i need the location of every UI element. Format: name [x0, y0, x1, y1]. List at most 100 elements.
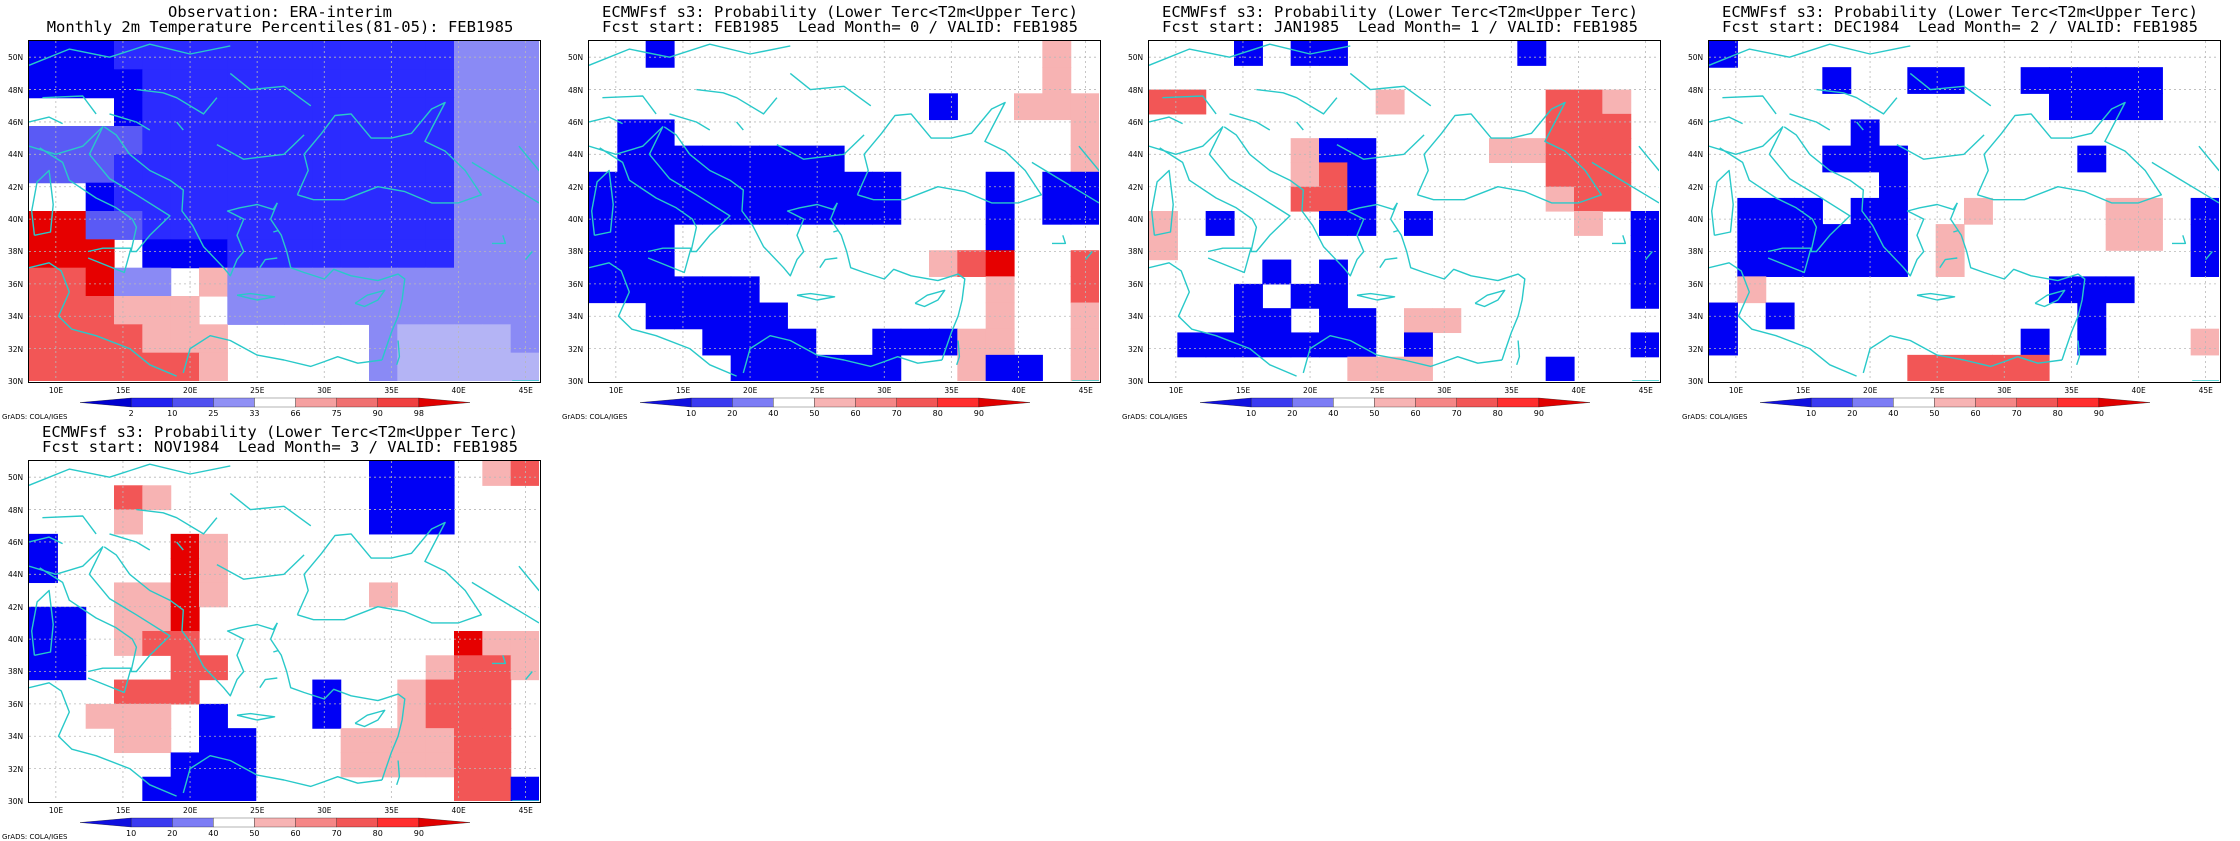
shaded-cell [482, 776, 512, 801]
colorbar-tick-label: 90 [2093, 409, 2104, 418]
shaded-cell [425, 267, 455, 297]
colorbar-segment [690, 397, 733, 408]
shaded-cell [284, 182, 313, 212]
shaded-cell [1070, 197, 1099, 225]
longitude-label: 10E [48, 806, 64, 815]
shaded-cell [2077, 302, 2107, 330]
colorbar-tick-label: 50 [1369, 409, 1380, 418]
coastline [1031, 161, 1099, 204]
longitude-label: 45E [1638, 386, 1653, 395]
shaded-cell [29, 324, 58, 354]
shaded-cell [142, 239, 172, 269]
shaded-cell [985, 276, 1015, 304]
coastline [42, 95, 97, 115]
colorbar-segment [1333, 397, 1375, 408]
shaded-cell [985, 328, 1015, 356]
shaded-cell [227, 41, 257, 70]
shaded-cell [114, 631, 143, 656]
shaded-cell [510, 182, 539, 212]
latitude-label: 42N [568, 182, 584, 192]
shaded-cell [454, 41, 483, 70]
shaded-cell [645, 197, 675, 225]
coastline [1229, 113, 1271, 131]
colorbar [80, 817, 470, 828]
shaded-cell [397, 126, 427, 155]
longitude-label: 45E [518, 806, 533, 815]
coastline [109, 533, 151, 551]
shaded-cell [510, 267, 539, 297]
grads-credit: GrADS: COLA/IGES [1682, 413, 1748, 421]
coastline [796, 292, 836, 301]
shaded-cell [454, 324, 483, 354]
shaded-cell [199, 267, 228, 297]
latitude-label: 32N [1128, 344, 1144, 354]
panel-title-line2: Fcst start: JAN1985 Lead Month= 1 / VALI… [1162, 18, 1638, 36]
coastline [1709, 116, 1743, 125]
shaded-cell [1964, 197, 1993, 225]
coastline [1953, 229, 1959, 233]
shaded-cell [199, 126, 228, 155]
colorbar-segment [855, 397, 897, 408]
shaded-cell [482, 752, 512, 778]
shaded-cell [425, 41, 455, 70]
shaded-cell [510, 41, 539, 70]
shaded-cell [1517, 138, 1547, 164]
shaded-cell [1205, 211, 1235, 236]
shaded-cell [1042, 67, 1072, 94]
coastline [914, 289, 946, 308]
latitude-label: 42N [8, 182, 24, 192]
coastline [2034, 289, 2066, 308]
coastline [136, 508, 218, 535]
shaded-cell [142, 182, 172, 212]
shaded-cell [1042, 171, 1072, 199]
coastline [1149, 43, 1351, 66]
shaded-cell [482, 324, 512, 354]
shaded-cell [1489, 138, 1518, 164]
colorbar-segment [336, 397, 378, 408]
shaded-cell [900, 328, 930, 356]
colorbar-tick-label: 90 [372, 409, 383, 418]
shaded-cell [1347, 138, 1377, 164]
shaded-cell [1992, 354, 2022, 381]
shaded-cell [284, 296, 313, 325]
latitude-label: 46N [1688, 117, 1704, 127]
shaded-cell [730, 197, 760, 225]
shaded-cell [369, 485, 398, 511]
shaded-cell [170, 69, 200, 99]
panel-title-line1: ECMWFsf s3: Probability (Lower Terc<T2m<… [602, 3, 1078, 21]
shaded-cell [1404, 332, 1433, 358]
coastline [29, 536, 63, 545]
colorbar-tick-label: 10 [1246, 409, 1257, 418]
shaded-cell [312, 97, 342, 127]
latitude-label: 30N [8, 377, 24, 386]
shaded-cell [1545, 113, 1575, 139]
coastline [833, 229, 839, 233]
shaded-cell [114, 703, 143, 729]
shaded-cell [1070, 328, 1099, 356]
coastline [2151, 161, 2219, 204]
coastline [856, 101, 1042, 204]
shaded-cell [170, 655, 200, 681]
coastline [1078, 145, 1099, 172]
colorbar-tick-label: 60 [1970, 409, 1981, 418]
shaded-cell [57, 352, 87, 381]
coastline [42, 515, 97, 535]
coastline [29, 126, 171, 253]
coastline [229, 492, 312, 527]
shaded-cell [510, 655, 539, 681]
coastline [1612, 235, 1627, 245]
coastline [236, 712, 276, 721]
shaded-cell [114, 97, 143, 127]
panel-title-line2: Fcst start: NOV1984 Lead Month= 3 / VALI… [42, 438, 518, 456]
shaded-cell [397, 485, 427, 511]
longitude-label: 40E [451, 386, 466, 395]
shaded-cell [1879, 171, 1908, 199]
colorbar-segment [732, 397, 774, 408]
coastline [29, 546, 171, 673]
coastline [589, 43, 791, 66]
coastline [31, 589, 54, 656]
shaded-cell [1319, 308, 1348, 334]
latitude-label: 36N [1128, 279, 1144, 289]
colorbar-segment [978, 397, 1030, 408]
colorbar-segment [377, 817, 420, 828]
